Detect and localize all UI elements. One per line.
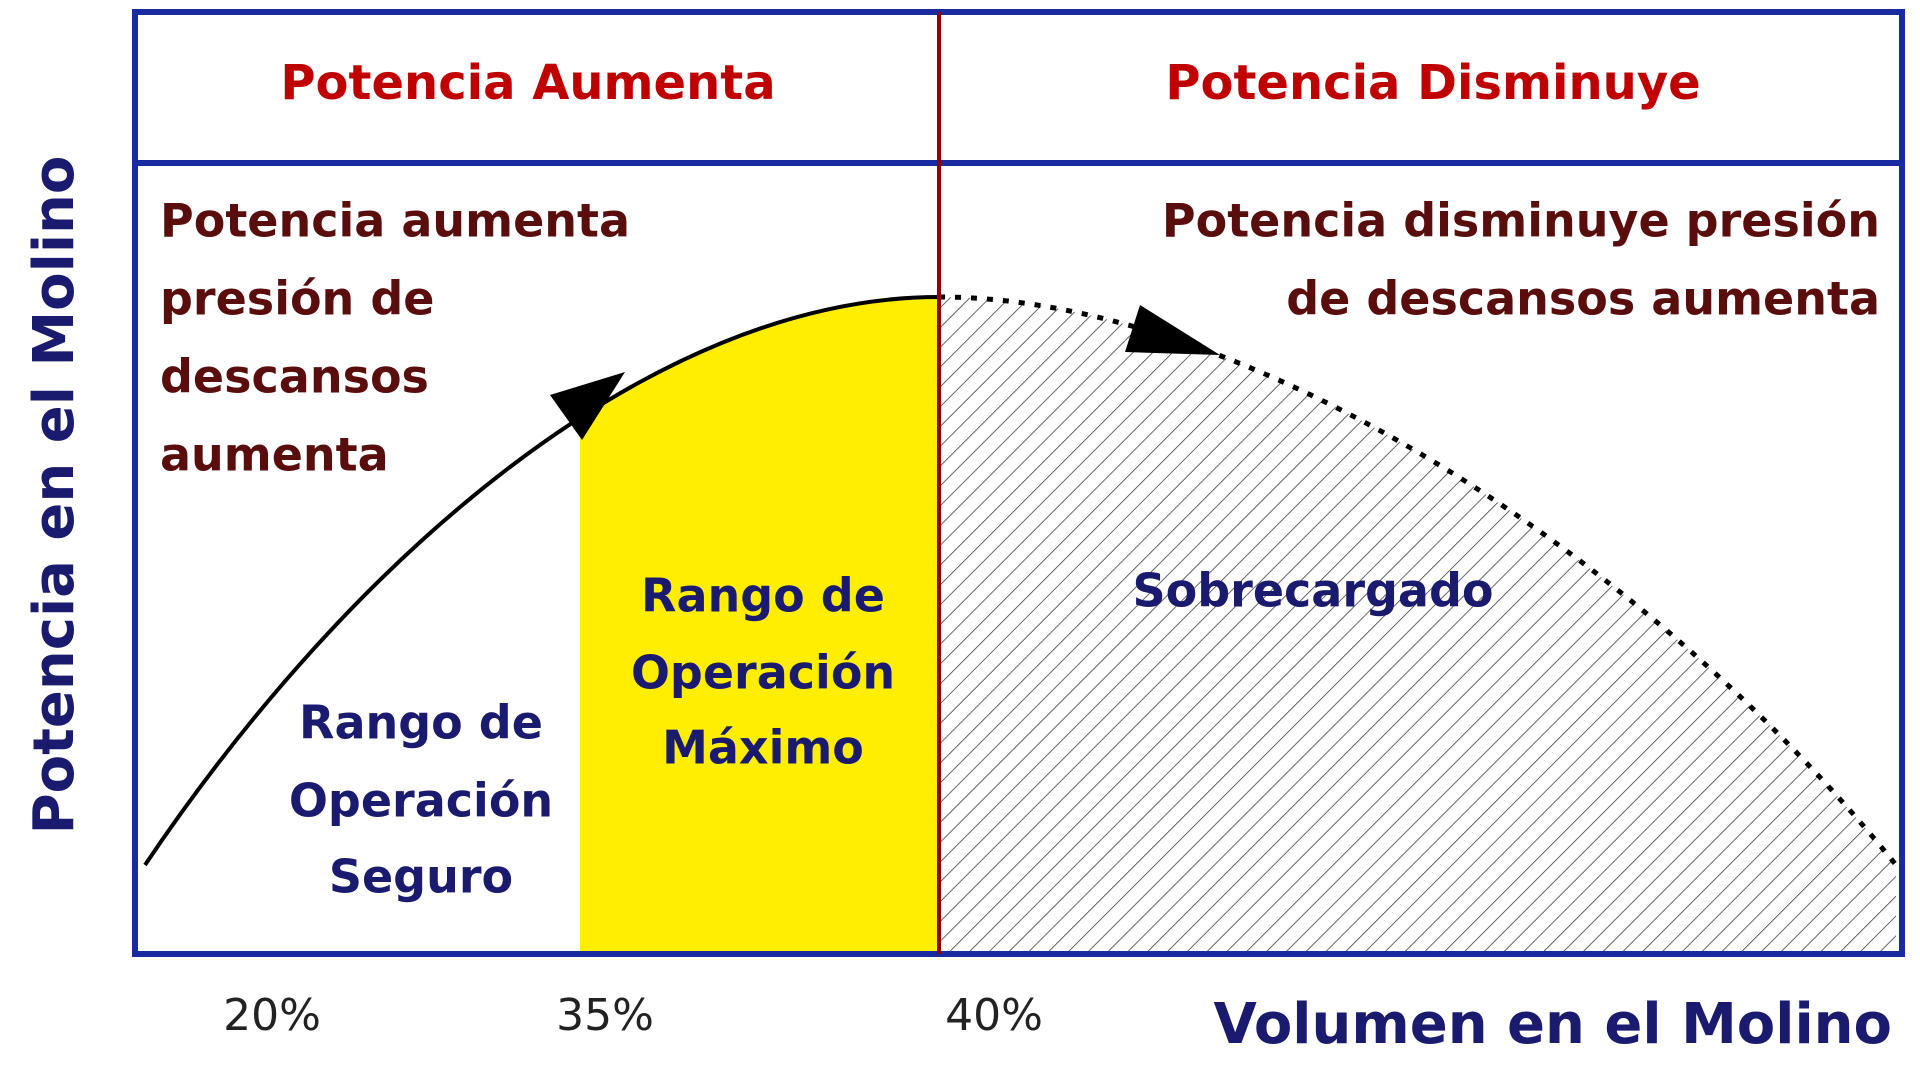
header-left: Potencia Aumenta xyxy=(280,55,775,111)
max-range-area xyxy=(580,297,939,954)
overload-area xyxy=(939,297,1896,954)
description: de descansos aumenta xyxy=(1286,272,1880,326)
x-label: 20% xyxy=(223,990,321,1041)
description: presión de xyxy=(160,272,434,326)
zone-label: Operación xyxy=(631,646,895,700)
header-right: Potencia Disminuye xyxy=(1165,55,1700,111)
x-label: 40% xyxy=(945,990,1043,1041)
falling-curve xyxy=(938,294,1898,867)
zone-label: Operación xyxy=(289,774,553,828)
description: Potencia aumenta xyxy=(160,194,630,248)
zone-label: Rango de xyxy=(641,569,885,623)
description: Potencia disminuye presión xyxy=(1162,194,1880,248)
arrow xyxy=(1125,305,1220,355)
frame xyxy=(132,9,1905,957)
zone-label: Sobrecargado xyxy=(1132,564,1493,618)
x-axis-label: Volumen en el Molino xyxy=(1214,992,1892,1057)
y-axis-label: Potencia en el Molino xyxy=(22,156,87,835)
zone-label: Seguro xyxy=(329,850,513,904)
x-label: 35% xyxy=(556,990,654,1041)
arrow xyxy=(550,372,625,440)
zone-label: Rango de xyxy=(299,696,543,750)
description: descansos xyxy=(160,350,429,404)
zone-label: Máximo xyxy=(662,721,864,775)
description: aumenta xyxy=(160,428,389,482)
rising-curve xyxy=(143,295,940,867)
